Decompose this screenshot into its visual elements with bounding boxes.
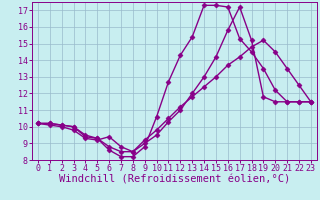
X-axis label: Windchill (Refroidissement éolien,°C): Windchill (Refroidissement éolien,°C) — [59, 175, 290, 185]
